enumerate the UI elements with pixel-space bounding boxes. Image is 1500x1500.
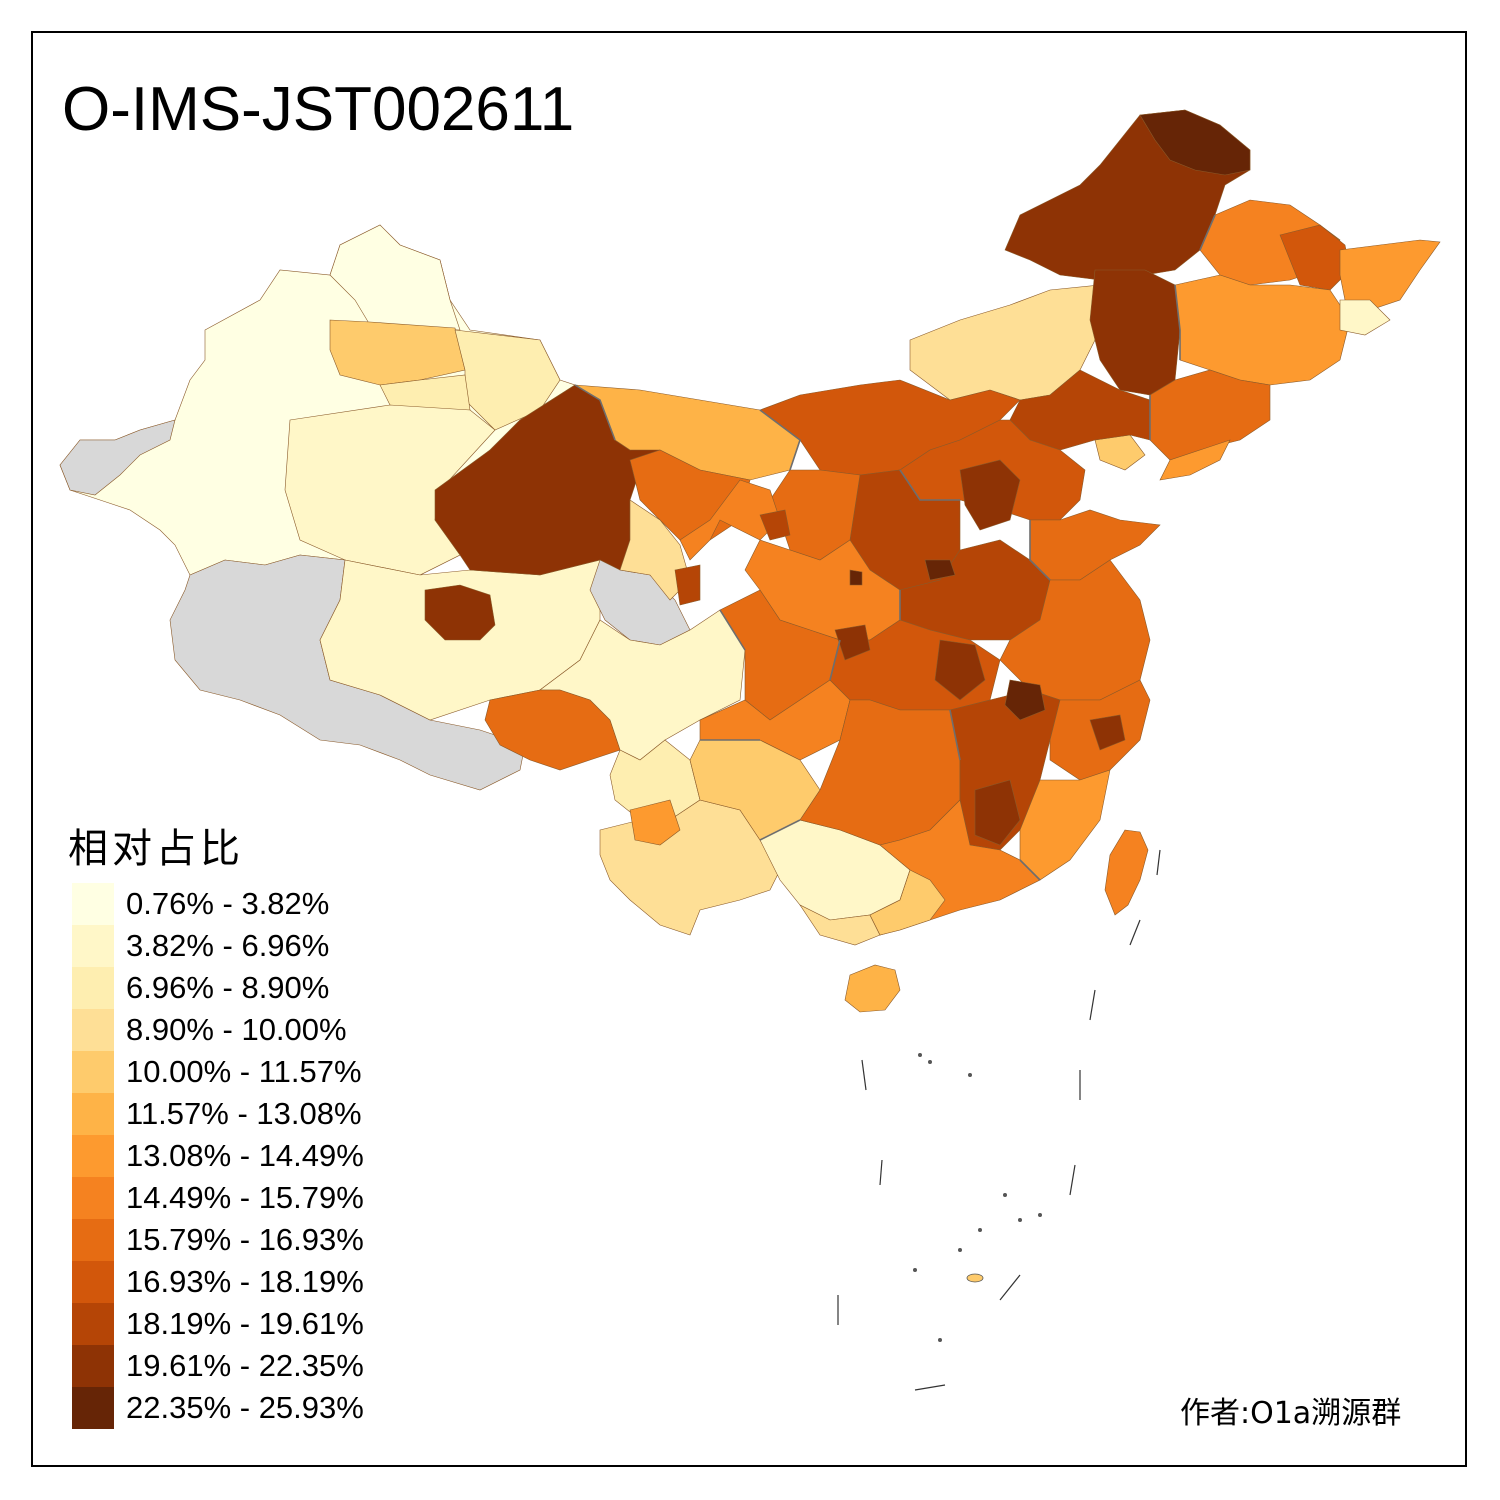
legend-swatch bbox=[72, 967, 114, 1009]
legend-label: 11.57% - 13.08% bbox=[126, 1096, 362, 1131]
legend-label: 6.96% - 8.90% bbox=[126, 970, 330, 1005]
legend-label: 15.79% - 16.93% bbox=[126, 1222, 364, 1257]
region-jiangxi-dark bbox=[974, 779, 1021, 846]
legend-item: 14.49% - 15.79% bbox=[72, 1177, 402, 1219]
legend-label: 16.93% - 18.19% bbox=[126, 1264, 364, 1299]
legend-label: 19.61% - 22.35% bbox=[126, 1348, 364, 1383]
south-china-sea-inset bbox=[837, 849, 1161, 1391]
region-liaoning-peninsula bbox=[1094, 434, 1146, 471]
region-henan-dark bbox=[934, 639, 986, 701]
legend-swatch bbox=[72, 1261, 114, 1303]
region-yunnan-mid bbox=[629, 799, 681, 846]
legend-item: 3.82% - 6.96% bbox=[72, 925, 402, 967]
region-hainan bbox=[844, 964, 901, 1013]
region-fujian bbox=[1019, 769, 1111, 881]
legend-label: 0.76% - 3.82% bbox=[126, 886, 330, 921]
legend-swatch bbox=[72, 1303, 114, 1345]
region-guangdong-west bbox=[869, 869, 946, 936]
region-liaoning bbox=[1149, 369, 1271, 461]
region-mohe bbox=[1139, 109, 1251, 176]
map-frame bbox=[31, 31, 1467, 1467]
region-taiwan bbox=[1104, 829, 1149, 916]
legend-item: 16.93% - 18.19% bbox=[72, 1261, 402, 1303]
legend-swatch bbox=[72, 1009, 114, 1051]
region-anhui-dark bbox=[1004, 679, 1046, 721]
legend-swatch bbox=[72, 925, 114, 967]
legend-swatch bbox=[72, 883, 114, 925]
region-liaoning-coast bbox=[1159, 439, 1231, 481]
legend-label: 13.08% - 14.49% bbox=[126, 1138, 364, 1173]
legend-label: 22.35% - 25.93% bbox=[126, 1390, 364, 1425]
region-hulunbuir bbox=[1089, 269, 1181, 396]
region-shandong-west-dark bbox=[959, 459, 1021, 531]
region-heilongjiang-far-east bbox=[1339, 239, 1441, 311]
legend: 0.76% - 3.82% 3.82% - 6.96% 6.96% - 8.90… bbox=[72, 883, 402, 1429]
legend-item: 10.00% - 11.57% bbox=[72, 1051, 402, 1093]
region-shandong bbox=[1029, 509, 1161, 581]
author-credit: 作者:O1a溯源群 bbox=[1180, 1396, 1402, 1431]
legend-label: 14.49% - 15.79% bbox=[126, 1180, 364, 1215]
region-kashgar-nodata bbox=[59, 419, 176, 496]
region-qinghai-golog bbox=[424, 584, 496, 641]
region-zhejiang-dark bbox=[1089, 714, 1126, 751]
legend-item: 0.76% - 3.82% bbox=[72, 883, 402, 925]
region-jilin bbox=[1174, 274, 1351, 386]
map-title: O-IMS-JST002611 bbox=[62, 75, 575, 144]
region-ningxia-gansu-east bbox=[679, 479, 781, 561]
region-gansu-dark bbox=[674, 564, 701, 606]
legend-title: 相对占比 bbox=[68, 826, 244, 872]
region-jilin-east bbox=[1339, 299, 1391, 336]
legend-item: 15.79% - 16.93% bbox=[72, 1219, 402, 1261]
region-gansu-lanzhou bbox=[759, 509, 791, 541]
legend-item: 6.96% - 8.90% bbox=[72, 967, 402, 1009]
legend-item: 18.19% - 19.61% bbox=[72, 1303, 402, 1345]
legend-swatch bbox=[72, 1177, 114, 1219]
legend-item: 19.61% - 22.35% bbox=[72, 1345, 402, 1387]
legend-item: 8.90% - 10.00% bbox=[72, 1009, 402, 1051]
region-shaanxi-dark bbox=[849, 569, 863, 586]
province-borders bbox=[574, 214, 1216, 881]
legend-item: 22.35% - 25.93% bbox=[72, 1387, 402, 1429]
legend-label: 8.90% - 10.00% bbox=[126, 1012, 347, 1047]
legend-swatch bbox=[72, 1093, 114, 1135]
region-hubei-dark bbox=[834, 624, 871, 661]
region-xinjiang-north bbox=[329, 224, 461, 331]
legend-label: 3.82% - 6.96% bbox=[126, 928, 330, 963]
legend-label: 10.00% - 11.57% bbox=[126, 1054, 362, 1089]
region-gansu-mid bbox=[619, 499, 691, 601]
legend-item: 13.08% - 14.49% bbox=[72, 1135, 402, 1177]
legend-swatch bbox=[72, 1387, 114, 1429]
legend-swatch bbox=[72, 1135, 114, 1177]
legend-label: 18.19% - 19.61% bbox=[126, 1306, 364, 1341]
legend-item: 11.57% - 13.08% bbox=[72, 1093, 402, 1135]
region-shanxi-dark bbox=[924, 559, 956, 581]
region-tibet-nyingchi bbox=[484, 689, 621, 771]
legend-swatch bbox=[72, 1219, 114, 1261]
legend-swatch bbox=[72, 1051, 114, 1093]
legend-swatch bbox=[72, 1345, 114, 1387]
region-heilongjiang-mid bbox=[1279, 224, 1351, 291]
